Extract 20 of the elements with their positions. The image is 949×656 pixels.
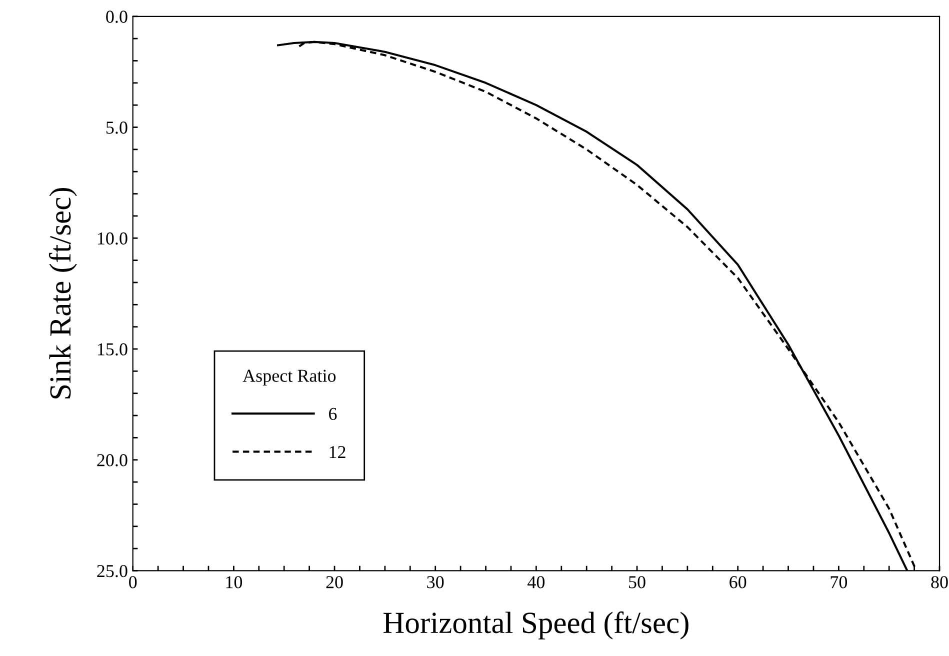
y-tick-label: 0.0 <box>106 10 128 23</box>
y-tick-label: 5.0 <box>106 122 128 134</box>
y-tick-label: 20.0 <box>97 454 128 466</box>
legend-title: Aspect Ratio <box>242 370 336 386</box>
x-tick-label: 20 <box>326 576 343 588</box>
x-tick-label: 60 <box>730 576 746 588</box>
y-tick-label: 10.0 <box>98 232 128 245</box>
x-tick-label: 0 <box>129 576 137 588</box>
x-tick-label: 40 <box>528 576 545 588</box>
y-tick-label: 15.0 <box>98 343 128 356</box>
y-tick-label: 25.0 <box>97 564 128 578</box>
y-axis-title: Sink Rate (ft/sec) <box>48 188 77 398</box>
x-axis-title: Horizontal Speed (ft/sec) <box>383 611 688 640</box>
x-tick-label: 30 <box>427 576 444 588</box>
x-tick-label: 80 <box>931 576 948 588</box>
x-tick-label: 50 <box>629 576 646 588</box>
legend-label: 6 <box>329 408 337 420</box>
legend-label: 12 <box>330 446 346 458</box>
x-tick-label: 10 <box>226 576 242 588</box>
x-tick-label: 70 <box>830 576 848 588</box>
